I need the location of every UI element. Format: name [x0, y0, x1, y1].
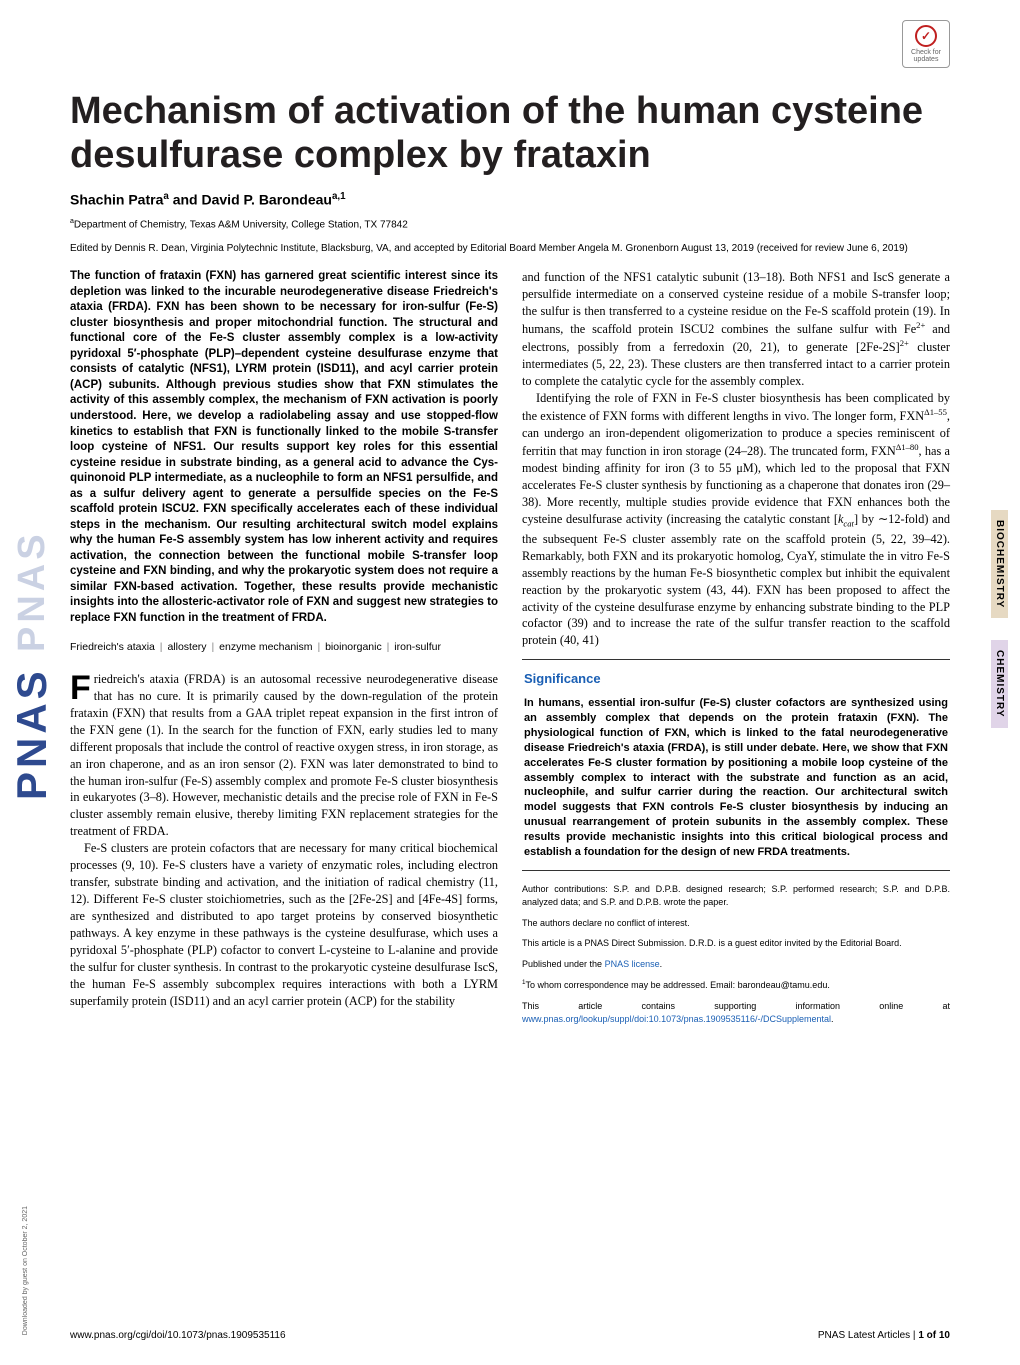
article-meta: Author contributions: S.P. and D.P.B. de…: [522, 883, 950, 1027]
significance-box: Significance In humans, essential iron-s…: [522, 659, 950, 870]
check-updates-badge[interactable]: ✓ Check for updates: [902, 20, 950, 68]
license-link[interactable]: PNAS license: [605, 959, 660, 969]
significance-heading: Significance: [524, 670, 948, 688]
edited-by: Edited by Dennis R. Dean, Virginia Polyt…: [70, 242, 950, 255]
corresponding-author: 1To whom correspondence may be addressed…: [522, 978, 950, 993]
footer-page: PNAS Latest Articles | 1 of 10: [818, 1330, 950, 1341]
dropcap: F: [70, 671, 94, 703]
intro-text: Friedreich's ataxia (FRDA) is an autosom…: [70, 671, 498, 1010]
si-link[interactable]: www.pnas.org/lookup/suppl/doi:10.1073/pn…: [522, 1014, 831, 1024]
keywords: Friedreich's ataxia | allostery | enzyme…: [70, 640, 498, 654]
right-column: and function of the NFS1 catalytic subun…: [522, 269, 950, 1033]
abstract: The function of frataxin (FXN) has garne…: [70, 269, 498, 626]
article-page: ✓ Check for updates Mechanism of activat…: [0, 0, 1020, 1064]
download-note: Downloaded by guest on October 2, 2021: [22, 1206, 29, 1335]
check-label-2: updates: [914, 56, 939, 63]
license-line: Published under the PNAS license.: [522, 958, 950, 972]
supporting-info: This article contains supporting informa…: [522, 1000, 950, 1027]
check-label-1: Check for: [911, 49, 941, 56]
author-contributions: Author contributions: S.P. and D.P.B. de…: [522, 883, 950, 910]
article-title: Mechanism of activation of the human cys…: [70, 90, 950, 177]
page-footer: www.pnas.org/cgi/doi/10.1073/pnas.190953…: [70, 1330, 950, 1341]
authors: Shachin Patraa and David P. Barondeaua,1: [70, 191, 950, 208]
affiliation: aDepartment of Chemistry, Texas A&M Univ…: [70, 218, 950, 230]
conflict-statement: The authors declare no conflict of inter…: [522, 917, 950, 931]
check-updates-icon: ✓: [915, 25, 937, 47]
col2-continuation: and function of the NFS1 catalytic subun…: [522, 269, 950, 649]
submission-statement: This article is a PNAS Direct Submission…: [522, 937, 950, 951]
footer-doi: www.pnas.org/cgi/doi/10.1073/pnas.190953…: [70, 1330, 286, 1341]
significance-text: In humans, essential iron-sulfur (Fe-S) …: [524, 696, 948, 859]
two-column-layout: The function of frataxin (FXN) has garne…: [70, 269, 950, 1033]
left-column: The function of frataxin (FXN) has garne…: [70, 269, 498, 1033]
